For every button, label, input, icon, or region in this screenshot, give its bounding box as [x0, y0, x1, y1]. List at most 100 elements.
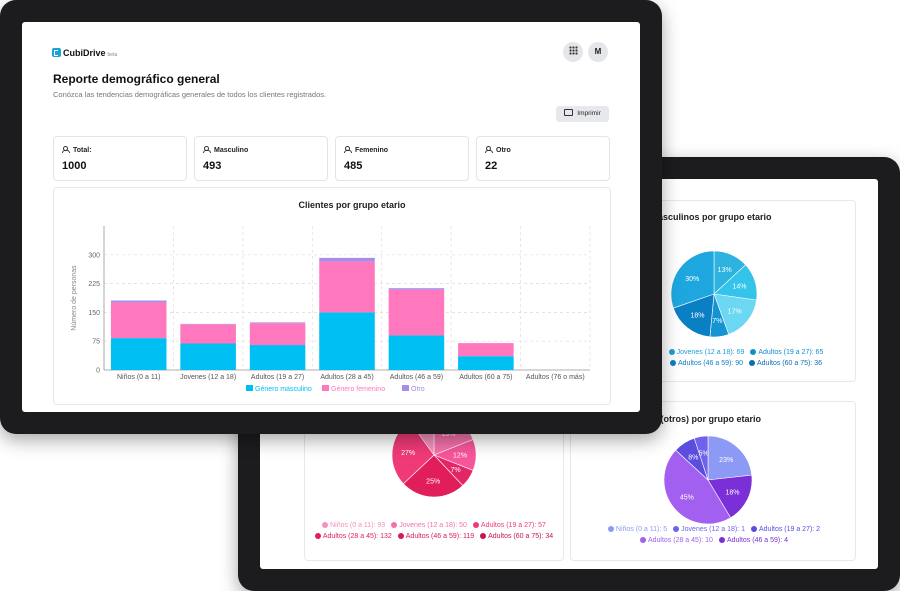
stat-label: Otro — [496, 147, 511, 154]
other-pie-legend-item[interactable]: Adultos (19 a 27): 2 — [750, 524, 820, 535]
male-pie-slice[interactable] — [670, 250, 715, 309]
stat-value: 485 — [344, 160, 363, 172]
other-pie-slice[interactable] — [693, 435, 709, 481]
x-tick-label: Adultos (28 a 45) — [320, 374, 373, 381]
brand-name: CubiDrive — [63, 48, 106, 58]
chart-title: Clientes por grupo etario — [298, 200, 406, 210]
bar-segment[interactable] — [180, 343, 236, 370]
y-tick-label: 225 — [88, 281, 100, 288]
other-pie-slice-label: 5% — [699, 451, 709, 458]
male-pie-legend-label: Jovenes (12 a 18): 69 — [676, 349, 745, 356]
other-pie-slice-label: 18% — [725, 490, 739, 497]
other-pie-slices: 23% 18% 45% 8%5% — [663, 435, 753, 525]
male-pie-legend-item[interactable]: Adultos (46 a 59): 90 — [670, 358, 743, 369]
bar-segment[interactable] — [319, 261, 375, 313]
female-pie-legend-label: Adultos (60 a 75): 34 — [488, 533, 554, 540]
bar-segment[interactable] — [319, 312, 375, 370]
legend-dot-icon — [750, 349, 757, 355]
x-tick-label: Niños (0 a 11) — [117, 374, 160, 381]
front-tablet-frame: CubiDrive beta M Reporte demográfico gene… — [0, 0, 662, 434]
cubidrive-logo-icon — [52, 48, 61, 57]
print-button[interactable]: Imprimir — [556, 106, 609, 122]
bar-segment[interactable] — [249, 345, 306, 370]
other-pie-legend-label: Adultos (46 a 59): 4 — [726, 537, 789, 544]
bar-segment[interactable] — [110, 302, 167, 339]
bar-segment[interactable] — [249, 322, 306, 324]
users-icon — [203, 146, 211, 153]
male-pie-legend-item[interactable]: Adultos (19 a 27): 65 — [750, 347, 823, 358]
female-pie-slice-label: 27% — [401, 450, 415, 457]
other-pie-slice-label: 8% — [688, 455, 698, 462]
female-pie-legend-item[interactable]: Jovenes (12 a 18): 50 — [391, 520, 467, 531]
bar-segment[interactable] — [388, 289, 445, 336]
page-subtitle: Conózca las tendencias demográficas gene… — [53, 90, 327, 99]
other-pie-legend-item[interactable]: Adultos (28 a 45): 10 — [639, 535, 713, 546]
female-pie-slice[interactable] — [402, 454, 464, 498]
other-pie-legend: Niños (0 a 11): 5 Jovenes (12 a 18): 1 Adu… — [577, 524, 851, 546]
other-pie-legend-item[interactable]: Adultos (46 a 59): 4 — [718, 535, 789, 546]
male-pie-legend: Jovenes (12 a 18): 69 Adultos (19 a 27): … — [631, 347, 861, 369]
stat-label: Femenino — [355, 147, 389, 154]
legend-dot-icon — [397, 533, 404, 539]
legend-swatch — [246, 385, 253, 391]
other-pie-slice[interactable] — [663, 449, 732, 525]
bar-segment[interactable] — [458, 356, 514, 370]
bar-segment[interactable] — [249, 323, 306, 346]
female-pie-legend-item[interactable]: Niños (0 a 11): 93 — [322, 520, 385, 531]
stat-card-total: Total: 1000 — [53, 136, 187, 181]
other-pie-slice-label: 45% — [680, 495, 694, 502]
other-pie-slice[interactable] — [707, 435, 753, 481]
male-pie-slice-label: 7% — [712, 318, 722, 325]
bar-segment[interactable] — [110, 300, 167, 303]
bar-segment[interactable] — [319, 257, 375, 262]
legend-swatch — [402, 385, 409, 391]
other-pie-legend-item[interactable]: Niños (0 a 11): 5 — [607, 524, 668, 535]
legend-label[interactable]: Otro — [411, 386, 425, 393]
stat-label: Total: — [73, 147, 92, 154]
other-pie-legend-label: Niños (0 a 11): 5 — [615, 526, 668, 533]
legend-dot-icon — [673, 526, 680, 532]
female-pie-legend-item[interactable]: Adultos (60 a 75): 34 — [480, 531, 553, 542]
male-pie-slice[interactable] — [713, 293, 757, 335]
bar-segment[interactable] — [388, 288, 445, 290]
female-pie-legend-label: Jovenes (12 a 18): 50 — [399, 522, 467, 529]
stat-value: 22 — [485, 160, 498, 172]
male-pie-chart: 13% 14% 17% 7% 18% 30% — [670, 250, 758, 338]
legend-dot-icon — [472, 522, 479, 528]
legend-dot-icon — [607, 526, 614, 532]
bar-segment[interactable] — [180, 324, 236, 344]
male-pie-slice-label: 17% — [728, 308, 742, 315]
female-pie-legend-label: Adultos (46 a 59): 119 — [405, 533, 475, 540]
male-pie-slice-label: 30% — [685, 276, 699, 283]
female-pie-legend-item[interactable]: Adultos (46 a 59): 119 — [397, 531, 475, 542]
other-pie-legend-item[interactable]: Jovenes (12 a 18): 1 — [673, 524, 745, 535]
female-pie-slice-label: 19% — [442, 431, 456, 438]
app-logo[interactable]: CubiDrive beta — [52, 48, 117, 58]
legend-label[interactable]: Género masculino — [255, 386, 312, 393]
other-pie-slice-label: 23% — [719, 457, 733, 464]
bar-segment[interactable] — [458, 343, 514, 357]
other-pie-legend-label: Jovenes (12 a 18): 1 — [681, 526, 745, 533]
stat-card-female: Femenino 485 — [335, 136, 469, 181]
female-pie-slice-label: 25% — [426, 479, 440, 486]
male-pie-legend-item[interactable]: Jovenes (12 a 18): 69 — [668, 347, 745, 358]
bar-segment[interactable] — [388, 335, 445, 370]
legend-label[interactable]: Género femenino — [331, 386, 385, 393]
user-avatar[interactable]: M — [588, 42, 608, 62]
stat-card-male: Masculino 493 — [194, 136, 328, 181]
page-title: Reporte demográfico general — [53, 72, 220, 86]
female-pie-slice-label: 7% — [450, 467, 460, 474]
apps-grid-button[interactable] — [563, 42, 583, 62]
brand-beta-tag: beta — [107, 52, 118, 58]
legend-dot-icon — [314, 533, 321, 539]
male-pie-legend-item[interactable]: Adultos (60 a 75): 36 — [749, 358, 822, 369]
female-pie-legend-item[interactable]: Adultos (19 a 27): 57 — [472, 520, 546, 531]
x-tick-label: Adultos (76 o más) — [526, 374, 585, 381]
male-pie-slice-label: 13% — [718, 267, 732, 274]
female-pie-legend-item[interactable]: Adultos (28 a 45): 132 — [314, 531, 392, 542]
other-pie-legend-label: Adultos (28 a 45): 10 — [647, 537, 713, 544]
users-icon — [344, 146, 352, 153]
bar-segment[interactable] — [110, 338, 167, 370]
front-tablet-screen: CubiDrive beta M Reporte demográfico gene… — [22, 22, 640, 412]
other-pie-slice[interactable] — [707, 474, 753, 519]
